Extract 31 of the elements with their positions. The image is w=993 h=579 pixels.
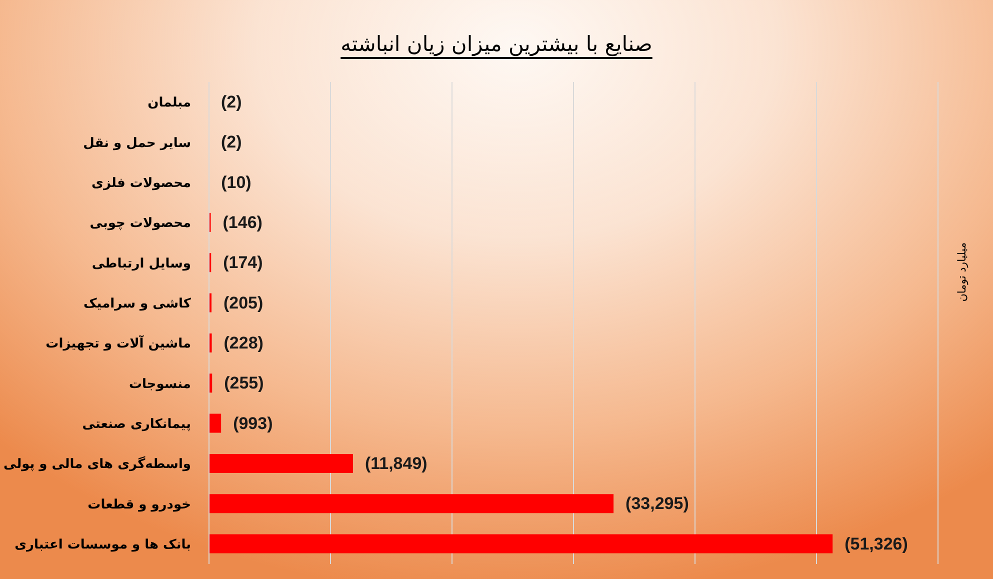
y-tick-label: کاشی و سرامیک (83, 296, 192, 312)
y-tick-label: خودرو و قطعات (88, 497, 191, 512)
bar (209, 414, 222, 433)
bar (209, 333, 212, 352)
data-label: (33,295) (626, 494, 689, 514)
y-tick-label: منسوجات (128, 376, 191, 392)
data-label: (174) (223, 253, 263, 272)
data-label: (205) (223, 293, 264, 312)
data-label: (10) (221, 172, 252, 192)
data-label: (11,849) (364, 454, 428, 473)
y-tick-label: سایر حمل و نقل (83, 136, 191, 151)
data-label: (228) (224, 333, 264, 352)
data-label: (993) (233, 414, 273, 433)
data-label: (2) (221, 92, 242, 112)
data-label: (146) (222, 212, 262, 232)
data-label: (51,326) (844, 534, 908, 554)
bar (209, 494, 614, 514)
text: میلیارد تومان (956, 242, 968, 302)
y-tick-label: وسایل ارتباطی (92, 256, 191, 272)
y-tick-label: پیمانکاری صنعتی (82, 417, 191, 432)
y-tick-label: مبلمان (148, 96, 191, 111)
y-tick-label: بانک ها و موسسات اعتباری (14, 538, 191, 553)
y-tick-label: ماشین آلات و تجهیزات (46, 334, 191, 352)
bar (209, 454, 353, 473)
data-label: (255) (224, 374, 264, 393)
y-tick-label: محصولات چوبی (90, 216, 191, 232)
bar (209, 534, 833, 554)
y-tick-label: واسطه‌گری های مالی و پولی (4, 456, 191, 472)
y-tick-label: محصولات فلزی (92, 176, 191, 192)
chart-title: صنایع با بیشترین میزان زیان انباشته (340, 32, 652, 56)
data-label: (2) (221, 132, 242, 152)
